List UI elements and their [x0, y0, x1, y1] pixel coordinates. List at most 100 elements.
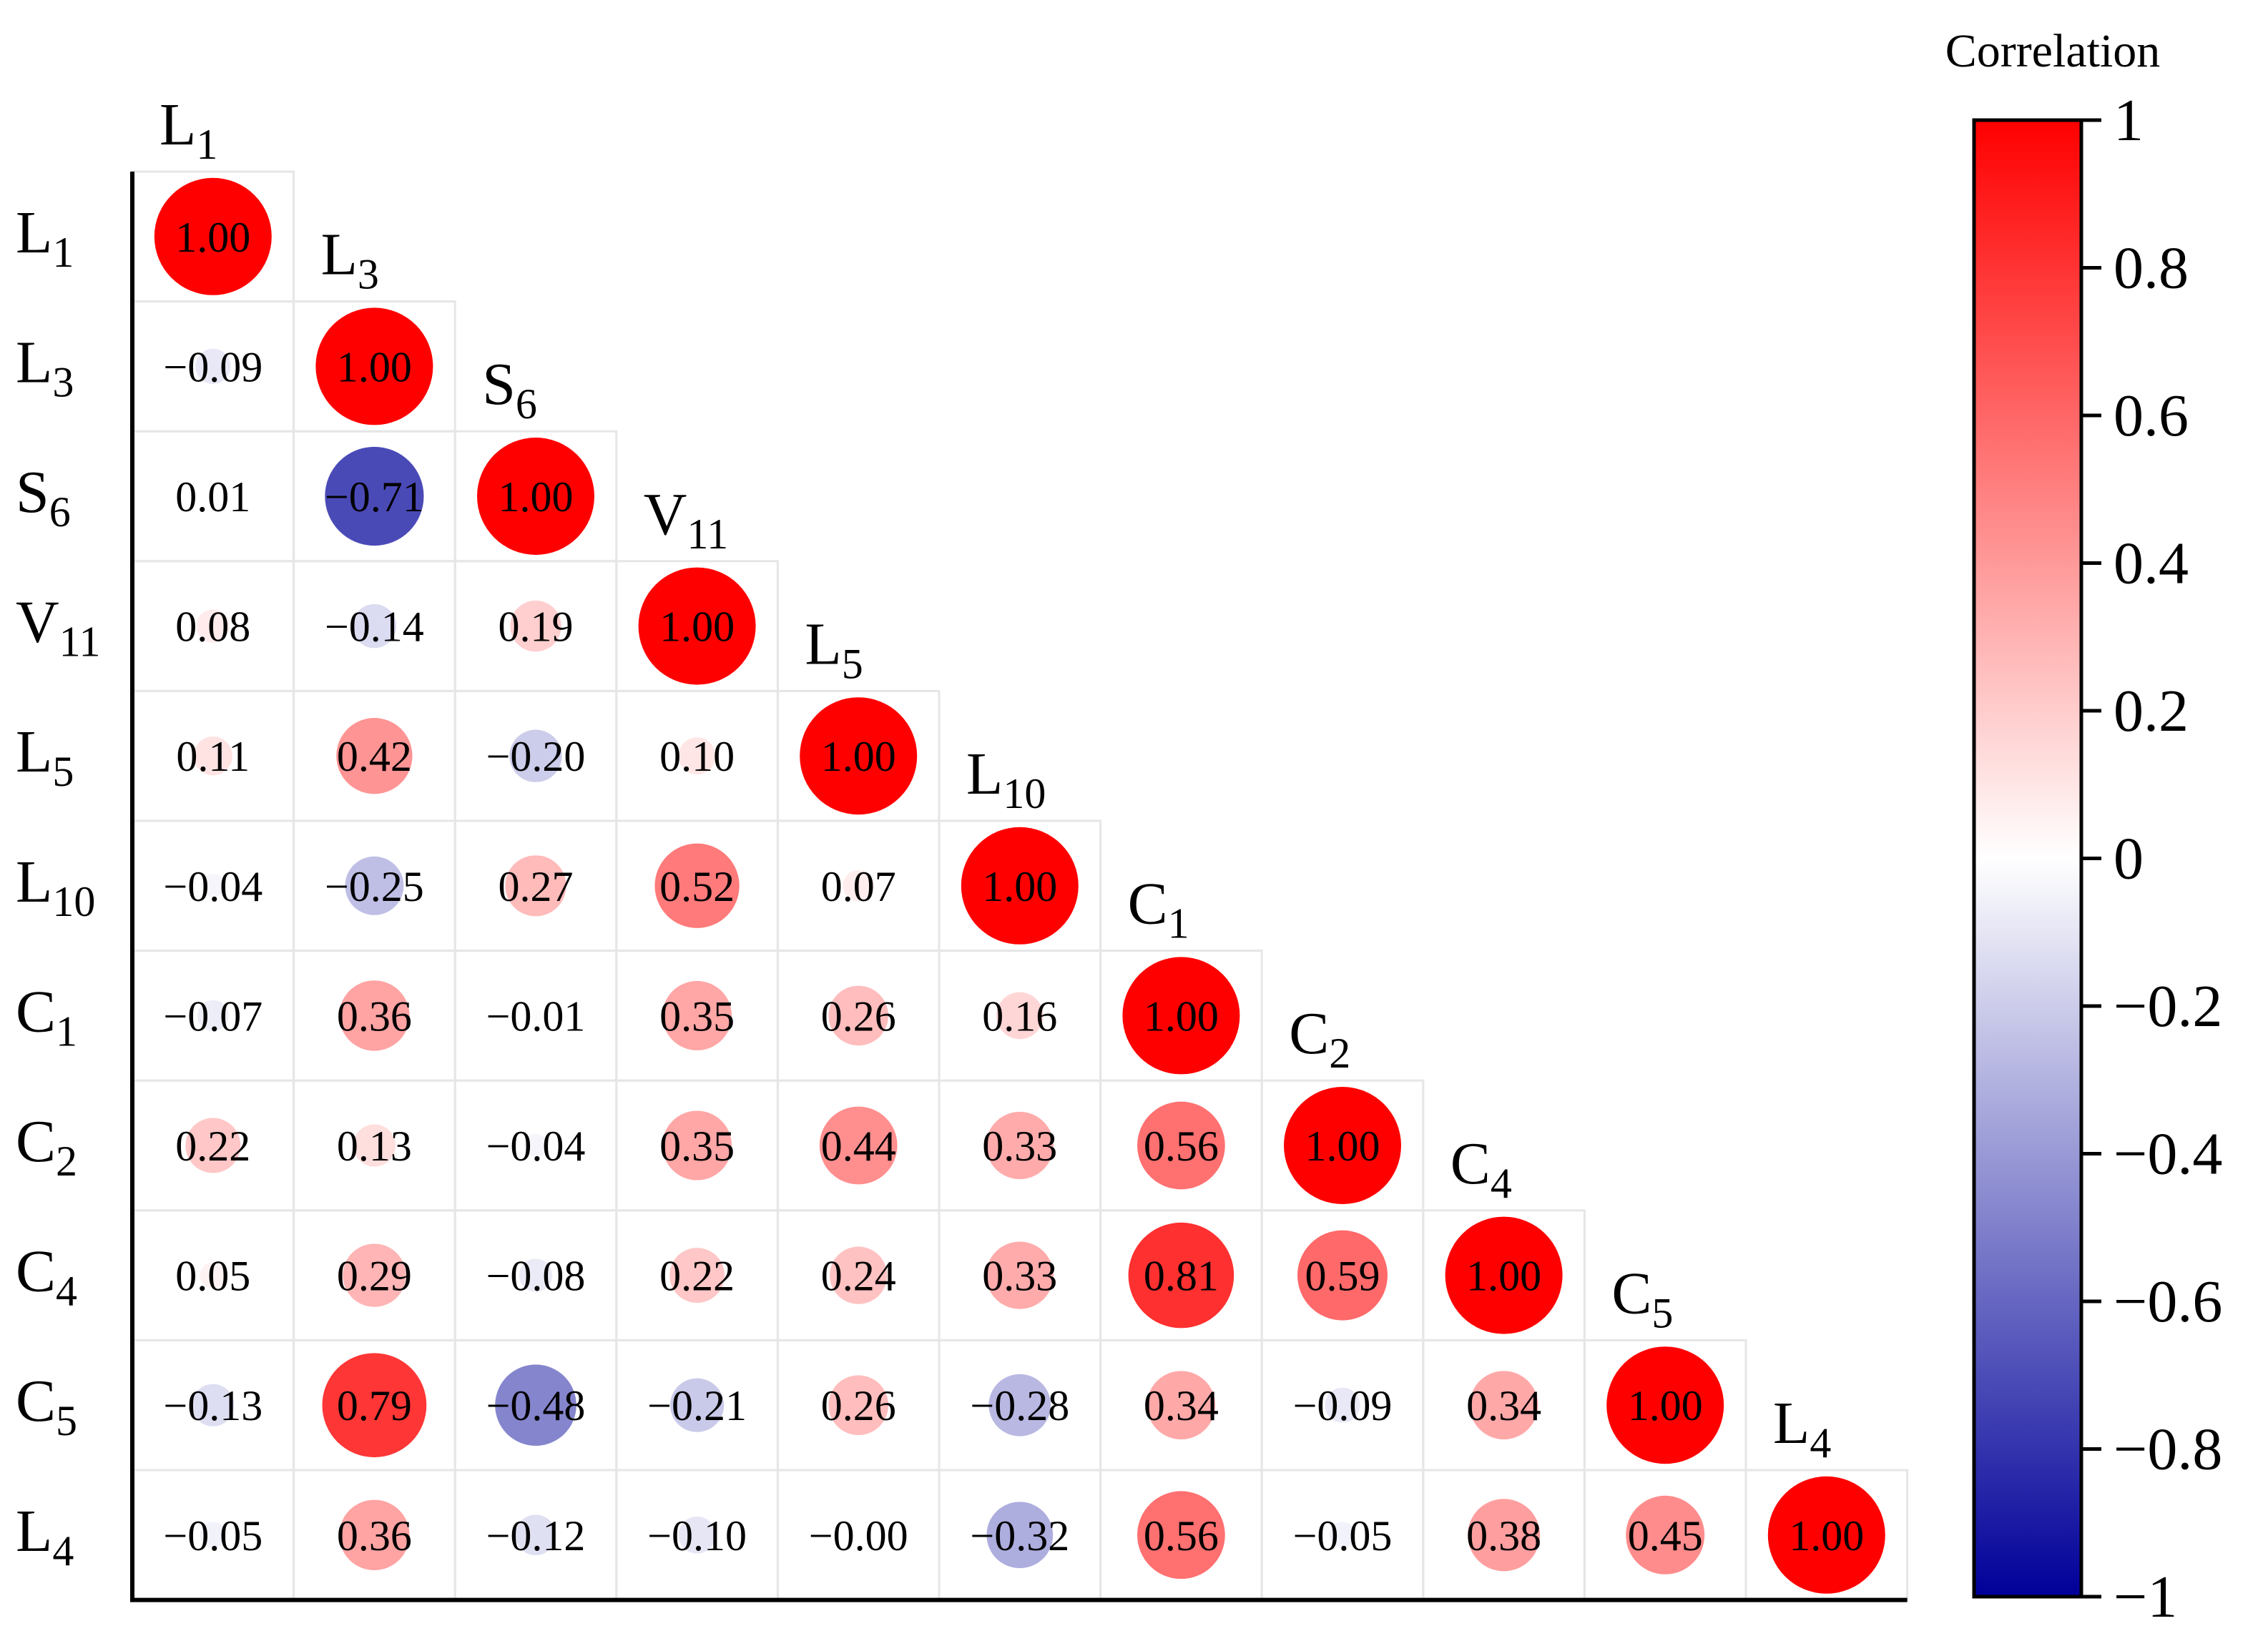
correlation-circle — [986, 1111, 1054, 1180]
colorbar-gradient — [1972, 118, 2083, 1599]
correlation-circle — [352, 603, 397, 649]
correlation-value: −0.14 — [325, 603, 424, 651]
correlation-value: 0.56 — [1144, 1512, 1219, 1559]
correlation-value: −0.48 — [486, 1382, 586, 1429]
correlation-value: 1.00 — [1628, 1382, 1703, 1429]
colorbar-title: Correlation — [1945, 25, 2161, 77]
correlation-circle — [343, 1243, 406, 1307]
correlation-value: −0.09 — [163, 343, 262, 390]
column-label: L3 — [321, 222, 379, 298]
correlation-circle — [830, 1246, 888, 1304]
correlation-circle — [197, 1000, 229, 1032]
colorbar-tick-label: 0.2 — [2114, 678, 2189, 744]
correlation-value: 0.22 — [659, 1253, 735, 1300]
correlation-circles — [154, 177, 1885, 1594]
correlation-value: 0.29 — [337, 1253, 412, 1300]
correlation-value: 0.35 — [659, 992, 735, 1040]
correlation-value: −0.25 — [325, 863, 424, 910]
correlation-circle — [1468, 1499, 1541, 1572]
correlation-circle — [185, 1118, 241, 1173]
correlation-circle — [515, 1514, 556, 1556]
correlation-value: 1.00 — [982, 863, 1057, 910]
row-label: V11 — [16, 589, 100, 666]
colorbar-tick-label: −0.6 — [2114, 1268, 2222, 1335]
correlation-circle — [1445, 1216, 1563, 1334]
correlation-value: −0.04 — [163, 863, 262, 910]
colorbar-tick-label: −1 — [2114, 1564, 2177, 1630]
correlation-circle — [510, 600, 561, 652]
correlation-circle — [828, 985, 889, 1046]
correlation-circle — [800, 697, 918, 815]
correlation-value: −0.21 — [647, 1382, 747, 1429]
correlation-value: −0.09 — [1293, 1382, 1393, 1429]
column-label: S6 — [482, 351, 537, 428]
correlation-value: 0.35 — [659, 1123, 735, 1170]
column-label: V11 — [644, 481, 728, 558]
correlation-circle — [315, 307, 433, 425]
correlation-value: 1.00 — [1789, 1512, 1864, 1559]
correlation-value: 1.00 — [821, 733, 896, 780]
correlation-circle — [339, 980, 410, 1051]
correlation-value: 1.00 — [659, 603, 735, 651]
correlation-circle — [996, 992, 1044, 1040]
correlation-circle — [1297, 1230, 1388, 1321]
correlation-circle — [495, 1364, 576, 1447]
correlation-value: 0.33 — [982, 1123, 1057, 1170]
row-label: L1 — [16, 199, 74, 276]
row-label: C5 — [16, 1368, 77, 1444]
correlation-value: 0.16 — [982, 992, 1057, 1040]
correlation-circle — [322, 1353, 427, 1458]
correlation-value: −0.04 — [486, 1123, 586, 1170]
colorbar-tick-label: 0.4 — [2114, 531, 2189, 597]
correlation-value: 0.26 — [821, 992, 896, 1040]
colorbar-tick-label: 1 — [2114, 87, 2144, 154]
row-label: S6 — [16, 459, 71, 536]
row-label: L3 — [16, 329, 74, 405]
correlation-value: 0.01 — [175, 473, 250, 521]
correlation-value: −0.12 — [486, 1512, 586, 1559]
correlation-circle — [1122, 957, 1240, 1075]
correlation-circle — [986, 1502, 1054, 1569]
correlation-circle — [336, 718, 413, 794]
correlation-value: 0.27 — [499, 863, 574, 910]
correlation-value: 1.00 — [499, 473, 574, 521]
correlation-circle — [353, 1124, 396, 1167]
correlation-value: 0.07 — [821, 863, 896, 910]
correlation-circle — [986, 1241, 1054, 1309]
variable-labels: L1 L1 L3 L3 S6 S6 V11 V11 L5 L5 L10 L10 C1 C1 C2 C2 C4 C4… — [16, 92, 1831, 1575]
correlation-value: 0.52 — [659, 863, 735, 910]
column-label: C4 — [1450, 1130, 1512, 1207]
correlation-value: −0.01 — [486, 992, 586, 1040]
correlation-value: 0.36 — [337, 992, 412, 1040]
correlation-circle — [477, 438, 594, 555]
correlation-value: 0.24 — [821, 1253, 896, 1300]
correlation-circle — [325, 446, 424, 546]
column-label: L1 — [159, 92, 217, 168]
correlation-circle — [1325, 1387, 1360, 1423]
correlation-circle — [339, 1499, 410, 1570]
colorbar-tick-label: 0 — [2114, 826, 2144, 892]
correlation-circle — [1137, 1101, 1225, 1190]
correlation-value: −0.05 — [1293, 1512, 1393, 1559]
correlation-circle — [154, 177, 272, 295]
column-label: L5 — [805, 611, 863, 687]
column-label: L4 — [1773, 1390, 1831, 1467]
correlation-circle — [345, 856, 404, 915]
correlation-value: 0.34 — [1466, 1382, 1541, 1429]
correlation-value: 0.26 — [821, 1382, 896, 1429]
correlation-circle — [519, 1258, 553, 1292]
correlation-value: −0.13 — [163, 1382, 262, 1429]
correlation-circle — [509, 729, 562, 782]
correlation-circle — [1137, 1491, 1225, 1580]
correlation-value: −0.08 — [486, 1253, 586, 1300]
correlation-value: 0.19 — [499, 603, 574, 651]
correlation-value: 0.33 — [982, 1253, 1057, 1300]
correlation-circle — [1284, 1087, 1401, 1204]
row-label: L4 — [16, 1498, 74, 1575]
correlation-value: 0.42 — [337, 733, 412, 780]
correlation-circle — [207, 490, 219, 503]
correlation-value: 0.08 — [175, 603, 250, 651]
column-label: C2 — [1289, 1000, 1350, 1077]
correlation-circle — [1767, 1476, 1885, 1594]
